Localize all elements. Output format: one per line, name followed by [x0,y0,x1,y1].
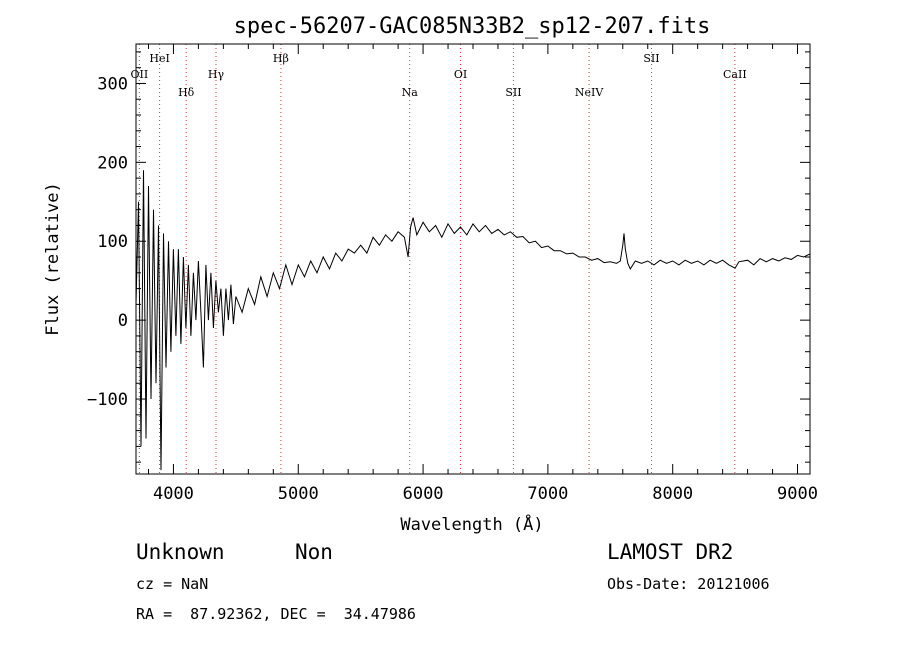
line-id-label: Hβ [273,52,289,65]
line-id-label: HeI [149,52,169,65]
y-tick-label: 0 [118,311,128,331]
x-tick-label: 9000 [777,484,818,504]
x-tick-label: 6000 [403,484,444,504]
classification-label: Unknown [136,540,225,564]
redshift-label: cz = NaN [136,575,209,593]
y-tick-label: 300 [97,74,128,94]
survey-label: LAMOST DR2 [607,540,734,564]
plot-axes: 4000 5000 6000 7000 8000 9000 −100 0 100 200 300 [87,43,818,504]
line-id-label: Na [402,86,419,99]
line-id-label: SII [643,52,659,65]
line-id-label: Hδ [178,86,195,99]
x-axis-label: Wavelength (Å) [400,513,543,535]
subclass-label: Non [295,540,333,564]
y-axis-label: Flux (relative) [43,182,63,336]
coordinates-label: RA = 87.92362, DEC = 34.47986 [136,605,416,623]
spectrum-line [135,170,811,471]
line-id-label: SII [505,86,521,99]
plot-frame [135,43,811,475]
line-id-label: Hγ [208,68,225,81]
line-id-label: CaII [723,68,747,81]
line-id-label: NeIV [575,86,604,99]
x-tick-label: 7000 [527,484,568,504]
chart-title: spec-56207-GAC085N33B2_sp12-207.fits [234,14,711,39]
y-tick-label: −100 [87,390,128,410]
y-tick-label: 200 [97,153,128,173]
x-tick-label: 5000 [278,484,319,504]
x-tick-label: 4000 [153,484,194,504]
line-id-label: OII [131,68,149,81]
line-id-label: OI [454,68,467,81]
x-tick-label: 8000 [652,484,693,504]
obs-date-label: Obs-Date: 20121006 [607,575,770,593]
y-tick-label: 100 [97,232,128,252]
